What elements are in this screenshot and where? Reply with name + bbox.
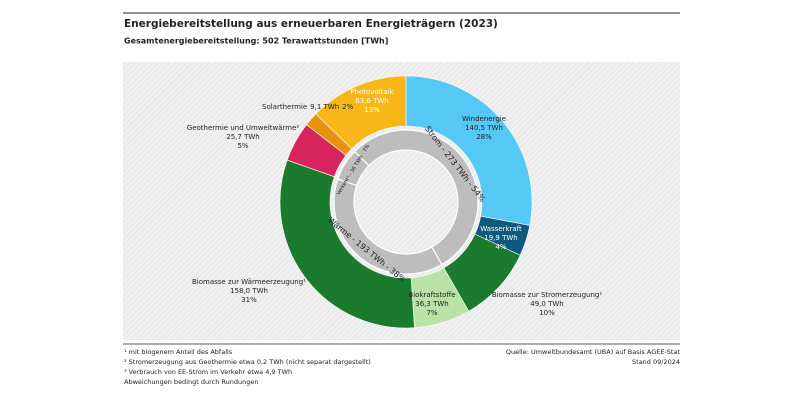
- share-label: 5%: [237, 142, 248, 150]
- inner-segment: [353, 129, 479, 266]
- value-label: 140,5 TWh: [465, 124, 503, 132]
- share-label: 7%: [426, 309, 437, 317]
- category-label: Wasserkraft: [480, 225, 522, 233]
- inner-segment: [336, 150, 370, 187]
- share-label: 13%: [364, 106, 380, 114]
- category-label: Photovoltaik: [350, 88, 394, 96]
- footnote: ¹ mit biogenem Anteil des Abfalls: [124, 348, 233, 356]
- value-label: 63,6 TWh: [355, 97, 388, 105]
- source: Quelle: Umweltbundesamt (UBA) auf Basis …: [506, 348, 681, 356]
- footnote: Abweichungen bedingt durch Rundungen: [124, 378, 258, 386]
- footnote: ² Stromerzeugung aus Geothermie etwa 0,2…: [124, 358, 371, 366]
- category-label: Windenergie: [462, 115, 506, 123]
- chart-title: Energiebereitstellung aus erneuerbaren E…: [124, 18, 498, 30]
- share-label: 4%: [495, 243, 506, 251]
- category-label: Biokraftstoffe: [408, 291, 455, 299]
- segment: [315, 75, 407, 150]
- value-label: 9,1 TWh: [310, 103, 339, 111]
- value-label: 19,9 TWh: [484, 234, 517, 242]
- share-label: 10%: [539, 309, 555, 317]
- value-label: 158,0 TWh: [230, 287, 268, 295]
- segment: [279, 159, 415, 329]
- share-label: 28%: [476, 133, 492, 141]
- category-label: Biomasse zur Stromerzeugung¹: [492, 291, 603, 299]
- segment-label: Solarthermie 9,1 TWh 2%: [262, 103, 354, 111]
- value-label: 49,0 TWh: [530, 300, 563, 308]
- category-label: Solarthermie: [262, 103, 307, 111]
- date: Stand 09/2024: [632, 358, 680, 366]
- category-label: Biomasse zur Wärmeerzeugung¹: [192, 278, 306, 286]
- category-label: Geothermie und Umweltwärme²: [187, 124, 300, 132]
- value-label: 25,7 TWh: [226, 133, 259, 141]
- footnote: ³ Verbrauch von EE-Strom im Verkehr etwa…: [124, 368, 292, 376]
- value-label: 36,3 TWh: [415, 300, 448, 308]
- share-label: 2%: [342, 103, 353, 111]
- segment: [405, 75, 533, 226]
- share-label: 31%: [241, 296, 257, 304]
- chart-subtitle: Gesamtenergiebereitstellung: 502 Terawat…: [124, 37, 388, 46]
